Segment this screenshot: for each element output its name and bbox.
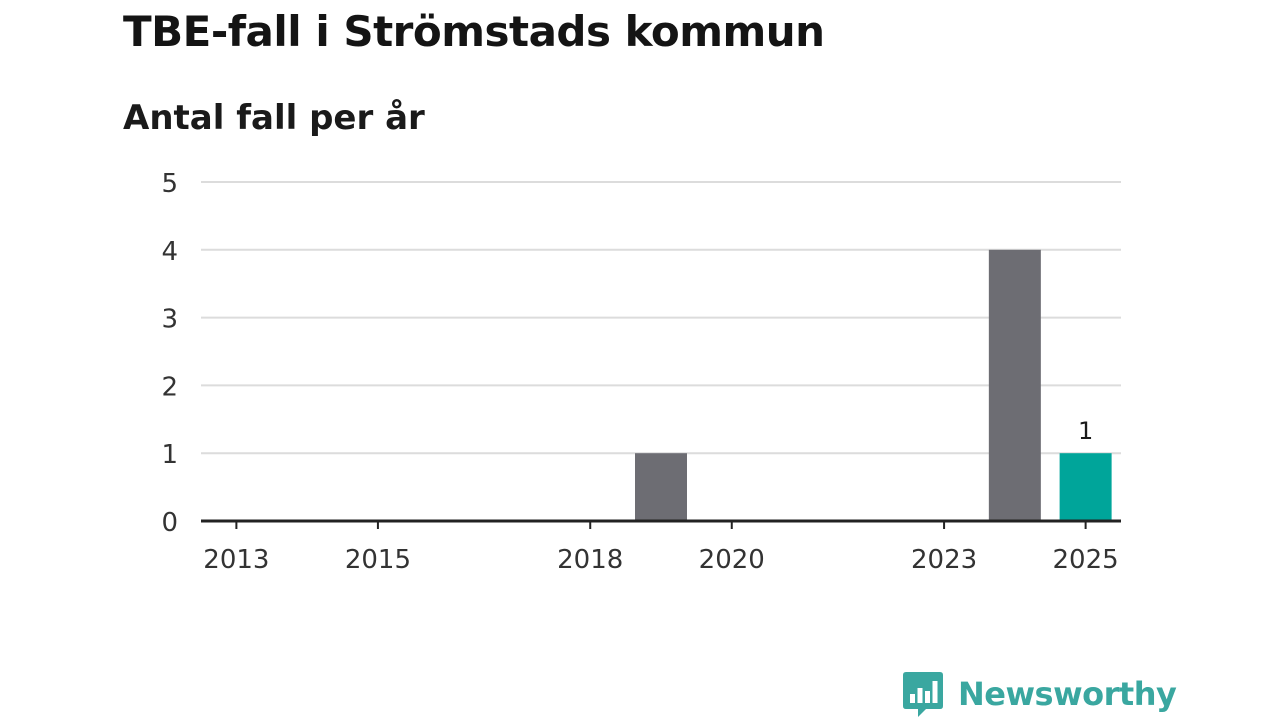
x-axis-tick-labels: 2013 2015 2018 2020 2023 2025: [203, 545, 1118, 575]
y-axis-tick-labels: 0 1 2 3 4 5: [161, 169, 178, 538]
x-tick-label-2015: 2015: [345, 545, 411, 575]
bars: [635, 249, 1112, 522]
y-tick-label-5: 5: [161, 169, 178, 199]
chart-title: TBE-fall i Strömstads kommun: [123, 7, 825, 56]
newsworthy-logo-icon: [903, 672, 943, 717]
x-tick-label-2018: 2018: [557, 545, 623, 575]
gridlines: [201, 181, 1121, 455]
y-tick-label-3: 3: [161, 305, 178, 335]
y-tick-label-0: 0: [161, 508, 178, 538]
data-label-2025: 1: [1078, 417, 1093, 445]
y-tick-label-2: 2: [161, 372, 178, 402]
x-tick-label-2020: 2020: [699, 545, 765, 575]
x-tick-label-2013: 2013: [203, 545, 269, 575]
data-labels: 1: [1078, 417, 1093, 445]
x-tick-label-2025: 2025: [1053, 545, 1119, 575]
bar-2019: [635, 453, 687, 521]
chart-subtitle: Antal fall per år: [123, 98, 425, 138]
bar-2024: [988, 249, 1041, 522]
brand-name: Newsworthy: [958, 675, 1177, 713]
brand-logo: Newsworthy: [902, 670, 1177, 718]
x-axis: [201, 519, 1121, 529]
y-tick-label-1: 1: [161, 440, 178, 470]
y-tick-label-4: 4: [161, 237, 178, 267]
x-tick-label-2023: 2023: [911, 545, 977, 575]
bar-2025: [1059, 453, 1112, 521]
